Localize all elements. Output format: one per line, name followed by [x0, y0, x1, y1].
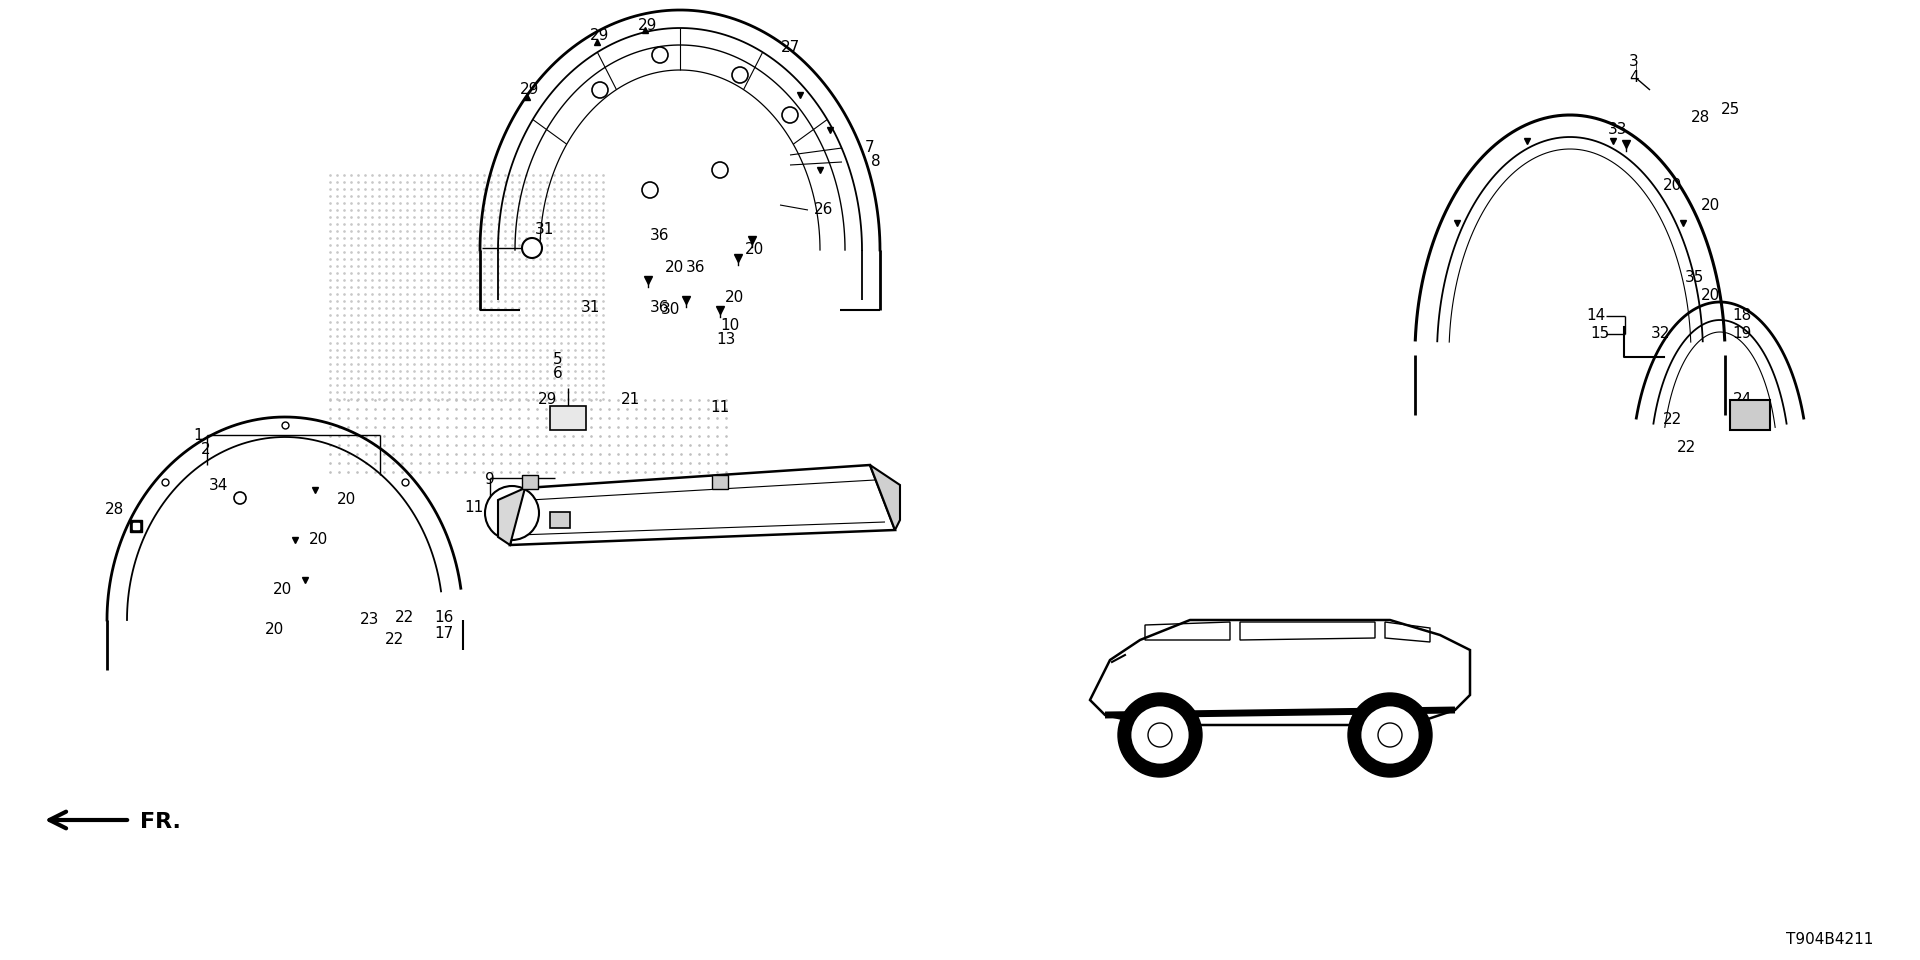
Text: 20: 20	[664, 260, 684, 276]
Text: 13: 13	[716, 332, 735, 348]
Text: 20: 20	[265, 622, 284, 637]
Text: 36: 36	[685, 260, 707, 276]
Text: 8: 8	[872, 155, 881, 170]
Text: 11: 11	[710, 400, 730, 416]
Text: 20: 20	[273, 583, 292, 597]
FancyBboxPatch shape	[1730, 400, 1770, 430]
FancyBboxPatch shape	[549, 512, 570, 528]
Text: 14: 14	[1586, 308, 1605, 324]
Circle shape	[522, 238, 541, 258]
Text: 22: 22	[1676, 441, 1695, 455]
Text: 9: 9	[486, 472, 495, 488]
Circle shape	[712, 162, 728, 178]
Text: 19: 19	[1732, 326, 1751, 342]
Text: 21: 21	[620, 393, 639, 407]
Text: 35: 35	[1684, 271, 1703, 285]
Circle shape	[1117, 693, 1202, 777]
Text: 16: 16	[434, 611, 453, 626]
Text: 29: 29	[589, 28, 611, 42]
Text: 4: 4	[1630, 70, 1640, 85]
Text: 27: 27	[780, 40, 799, 56]
Text: 20: 20	[1701, 198, 1720, 212]
Polygon shape	[497, 488, 524, 545]
Text: 18: 18	[1732, 308, 1751, 324]
Text: 20: 20	[309, 533, 328, 547]
Text: 28: 28	[104, 502, 123, 517]
Circle shape	[641, 182, 659, 198]
Circle shape	[1131, 705, 1190, 765]
Text: 29: 29	[538, 393, 557, 407]
Circle shape	[1348, 693, 1432, 777]
Text: 10: 10	[720, 318, 739, 332]
Text: 22: 22	[394, 611, 413, 626]
Text: 36: 36	[651, 300, 670, 316]
Text: 12: 12	[499, 492, 518, 508]
Polygon shape	[870, 465, 900, 530]
Text: 36: 36	[651, 228, 670, 243]
Text: 25: 25	[1720, 103, 1740, 117]
FancyBboxPatch shape	[712, 475, 728, 489]
Text: 24: 24	[1732, 393, 1751, 407]
Circle shape	[591, 82, 609, 98]
Text: 17: 17	[434, 627, 453, 641]
Circle shape	[1379, 723, 1402, 747]
Circle shape	[1359, 705, 1421, 765]
Circle shape	[234, 492, 246, 504]
Text: FR.: FR.	[140, 812, 180, 832]
FancyBboxPatch shape	[549, 406, 586, 430]
Text: 6: 6	[553, 367, 563, 381]
Text: 23: 23	[361, 612, 380, 628]
Text: T904B4211: T904B4211	[1786, 932, 1874, 948]
Text: 31: 31	[580, 300, 599, 316]
Text: 22: 22	[384, 633, 403, 647]
Text: 22: 22	[1663, 413, 1682, 427]
Circle shape	[781, 107, 799, 123]
Text: 11: 11	[465, 500, 484, 516]
Text: 34: 34	[207, 477, 228, 492]
Text: 7: 7	[866, 140, 876, 156]
Text: 29: 29	[637, 17, 659, 33]
Text: 2: 2	[202, 443, 211, 458]
Text: 33: 33	[1609, 123, 1628, 137]
FancyBboxPatch shape	[522, 475, 538, 489]
Text: 1: 1	[194, 427, 204, 443]
Circle shape	[1148, 723, 1171, 747]
Circle shape	[653, 47, 668, 63]
Circle shape	[732, 67, 749, 83]
Text: 28: 28	[1690, 110, 1709, 126]
Text: 20: 20	[1663, 178, 1682, 193]
Text: 30: 30	[660, 302, 680, 318]
Text: 15: 15	[1590, 326, 1609, 342]
Text: 31: 31	[534, 223, 553, 237]
Text: 5: 5	[553, 352, 563, 368]
Text: 3: 3	[1630, 55, 1640, 69]
Text: 29: 29	[520, 83, 540, 98]
Text: 20: 20	[724, 291, 743, 305]
Text: 20: 20	[336, 492, 355, 508]
Circle shape	[486, 486, 540, 540]
Text: 26: 26	[814, 203, 833, 218]
Text: 32: 32	[1651, 326, 1670, 342]
Text: 20: 20	[745, 243, 764, 257]
Text: 20: 20	[1701, 289, 1720, 303]
